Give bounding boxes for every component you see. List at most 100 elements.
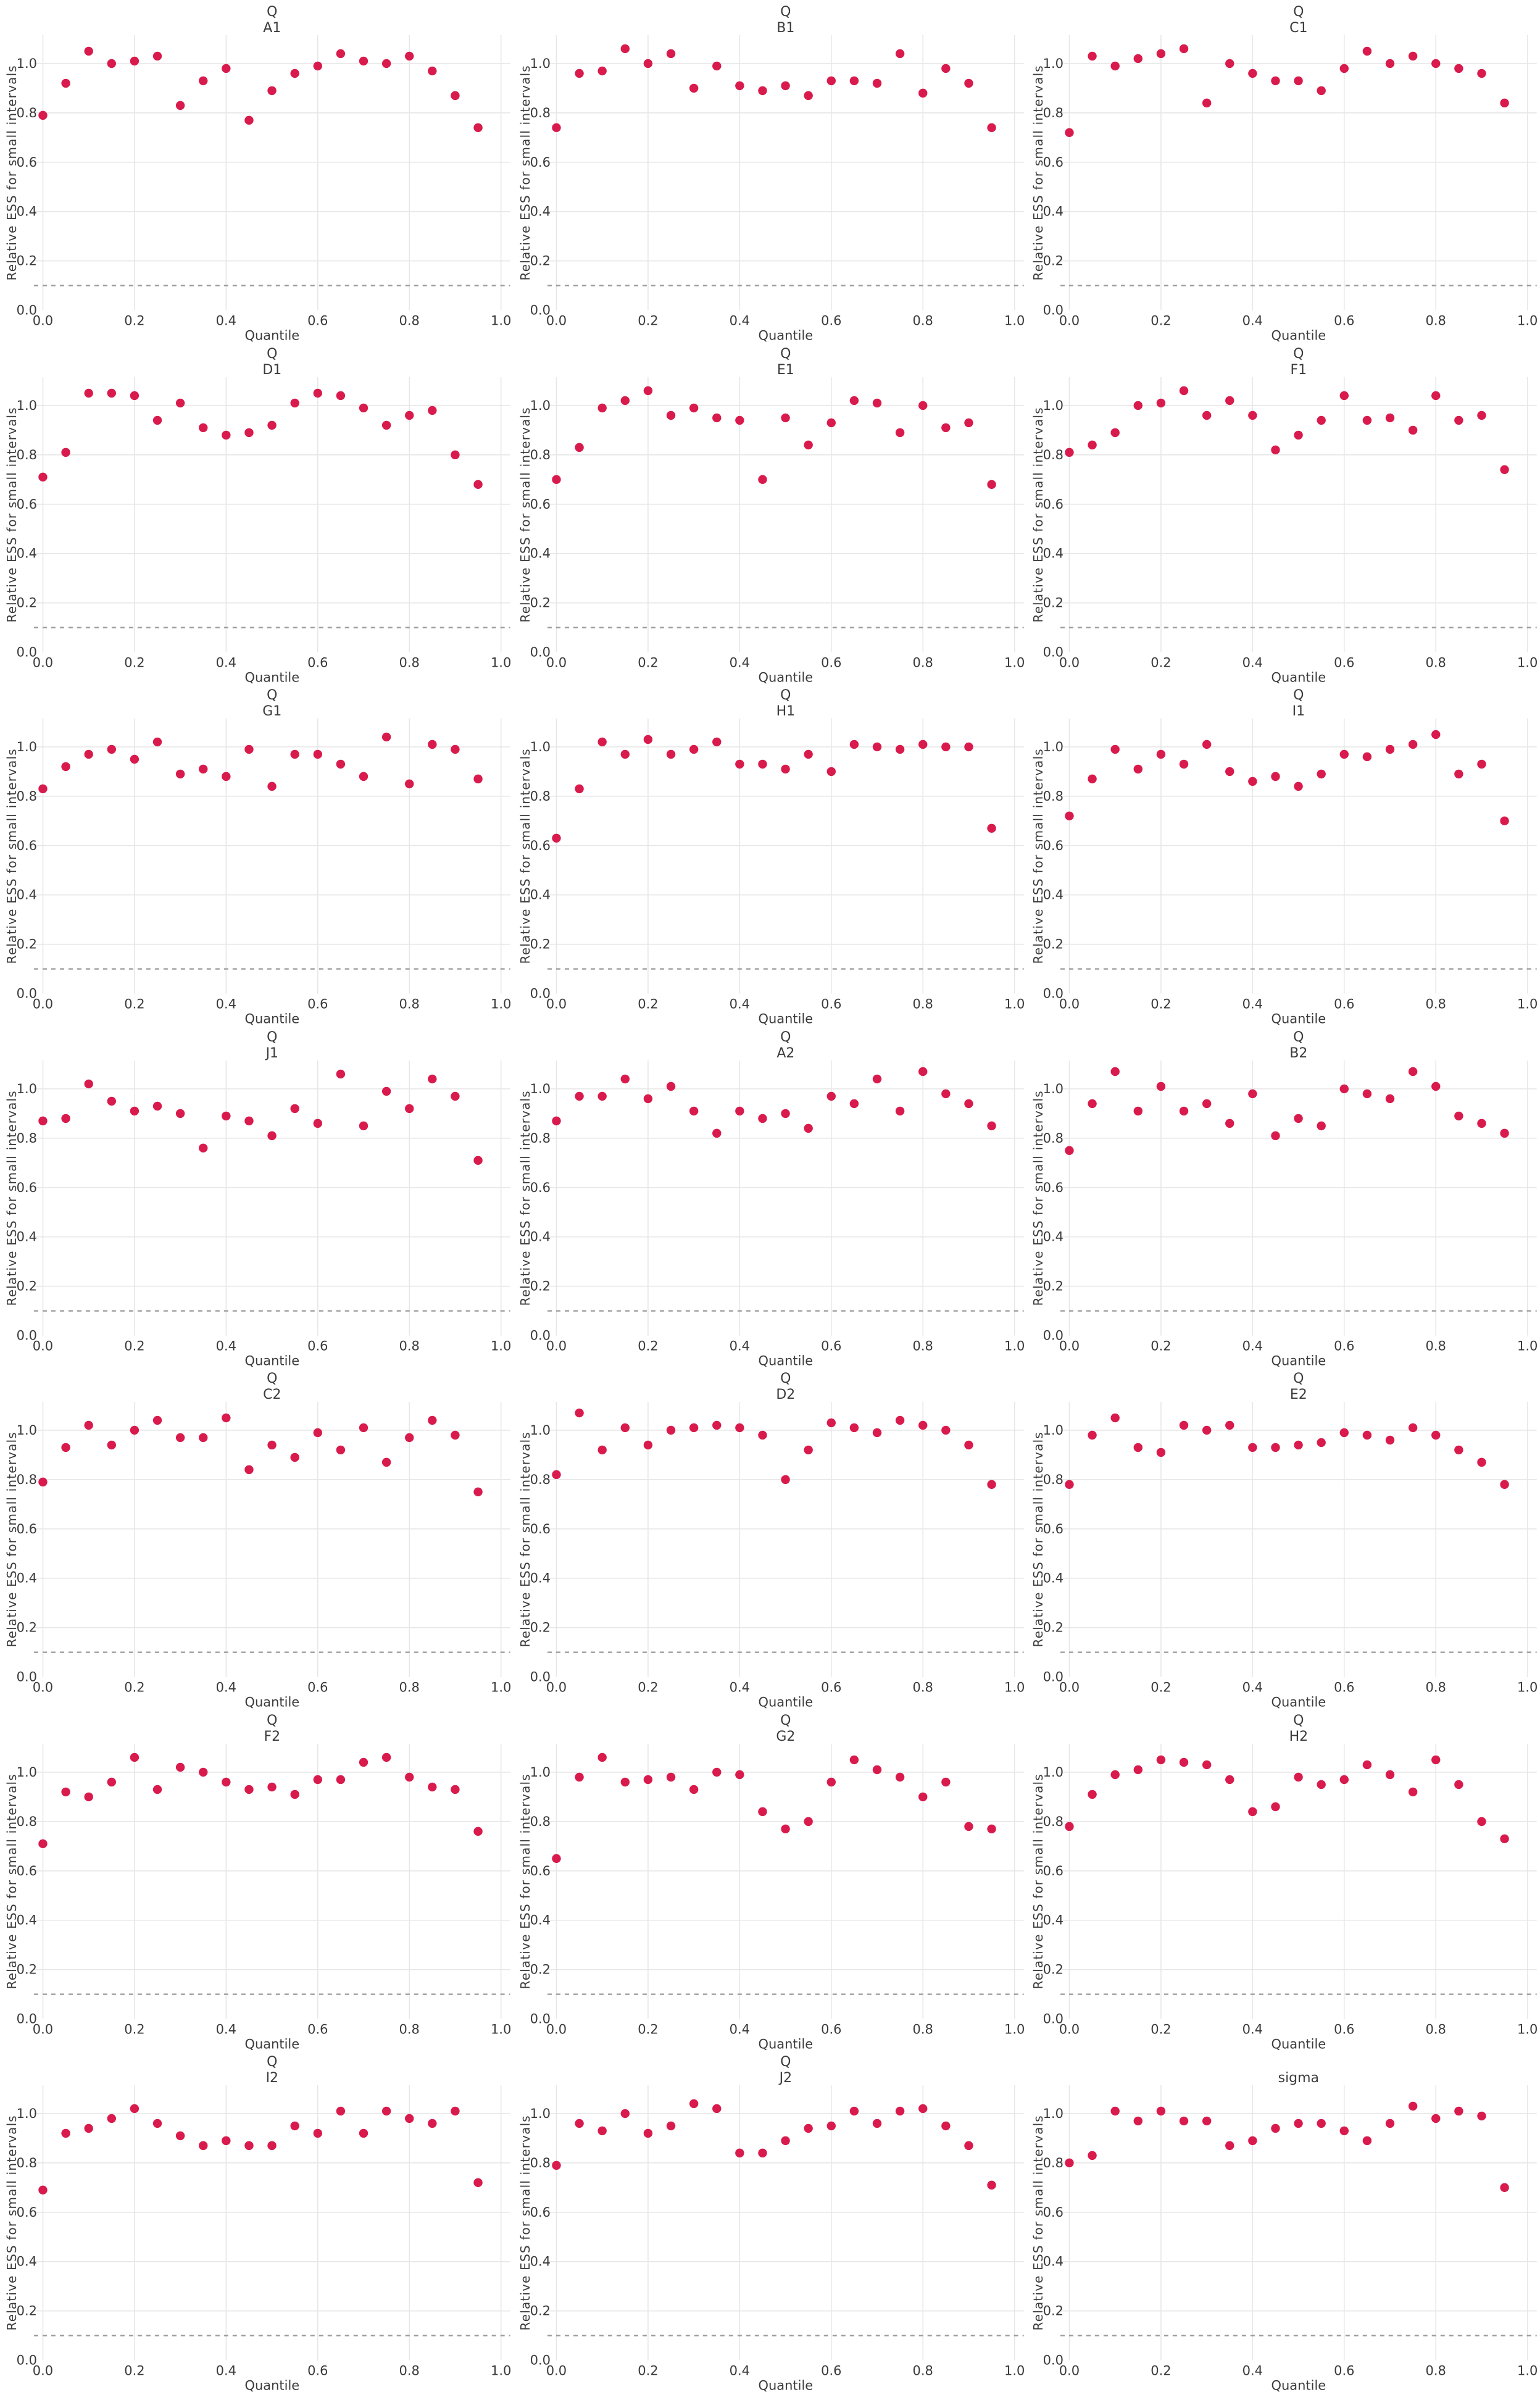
- y-tick-label: 0.4: [17, 2254, 37, 2269]
- y-tick-label: 0.2: [1043, 254, 1063, 269]
- scatter-point: [1271, 445, 1280, 454]
- scatter-point: [1477, 69, 1486, 78]
- subplot-title: J2: [778, 2070, 791, 2086]
- subplot-title: B2: [1290, 1046, 1308, 1061]
- x-tick-label: 1.0: [1004, 2022, 1025, 2036]
- scatter-point: [61, 448, 70, 457]
- y-tick-label: 0.2: [1043, 2304, 1063, 2319]
- scatter-point: [1157, 398, 1166, 407]
- scatter-point: [620, 44, 630, 54]
- scatter-point: [987, 480, 996, 489]
- scatter-point: [849, 2107, 859, 2116]
- x-tick-label: 0.0: [1059, 655, 1080, 670]
- y-tick-label: 0.2: [1043, 1278, 1063, 1293]
- scatter-point: [107, 388, 116, 398]
- x-tick-label: 0.8: [399, 314, 420, 328]
- scatter-point: [359, 2129, 368, 2138]
- scatter-point: [1339, 391, 1349, 400]
- subplot-title: H1: [776, 704, 795, 719]
- scatter-point: [1088, 51, 1097, 61]
- subplot-title-prefix: Q: [1294, 688, 1304, 703]
- scatter-point: [849, 396, 859, 405]
- scatter-point: [222, 1414, 231, 1423]
- scatter-point: [61, 1787, 70, 1796]
- subplot-G2: QG2 0.0 0.2 0.4 0.6 0.8 1.0 0.0 0.2 0.4 0.6 0.8 1.0 Q…: [518, 1713, 1025, 2051]
- scatter-point: [107, 2114, 116, 2123]
- y-tick-label: 0.6: [530, 1180, 550, 1195]
- scatter-point: [1133, 764, 1143, 774]
- x-tick-label: 0.4: [729, 1680, 749, 1695]
- scatter-point: [849, 740, 859, 749]
- scatter-point: [381, 1752, 391, 1762]
- scatter-point: [175, 769, 185, 779]
- scatter-point: [735, 1770, 744, 1779]
- y-tick-label: 1.0: [530, 1423, 550, 1438]
- scatter-point: [895, 2107, 904, 2116]
- scatter-point: [551, 2161, 561, 2170]
- y-tick-label: 0.2: [17, 1620, 37, 1635]
- subplot-title: E1: [777, 362, 794, 378]
- scatter-point: [597, 403, 607, 412]
- x-tick-label: 0.6: [821, 997, 841, 1012]
- scatter-point: [1317, 415, 1326, 425]
- scatter-point: [1386, 1770, 1395, 1779]
- y-tick-label: 1.0: [1043, 56, 1063, 71]
- scatter-point: [987, 1824, 996, 1833]
- subplot-J2: QJ2 0.0 0.2 0.4 0.6 0.8 1.0 0.0 0.2 0.4 0.6 0.8 1.0 Q…: [518, 2054, 1025, 2392]
- y-tick-label: 0.6: [17, 155, 37, 170]
- y-tick-label: 1.0: [530, 1765, 550, 1780]
- scatter-point: [597, 737, 607, 747]
- subplot-title-prefix: Q: [1294, 346, 1304, 362]
- scatter-point: [826, 1419, 836, 1428]
- subplot-C2: QC2 0.0 0.2 0.4 0.6 0.8 1.0 0.0 0.2 0.4 0.6 0.8 1.0 Q…: [4, 1371, 511, 1709]
- y-tick-label: 0.6: [1043, 2205, 1063, 2220]
- scatter-point: [359, 1121, 368, 1130]
- subplot-title: A2: [776, 1046, 794, 1061]
- x-tick-label: 0.0: [546, 997, 566, 1012]
- scatter-point: [1225, 767, 1234, 777]
- y-tick-label: 0.0: [1043, 644, 1063, 659]
- scatter-point: [381, 1086, 391, 1096]
- scatter-point: [1431, 59, 1441, 69]
- scatter-point: [1133, 1765, 1143, 1774]
- y-tick-label: 0.8: [17, 1814, 37, 1829]
- x-tick-label: 1.0: [1004, 655, 1025, 670]
- scatter-point: [244, 1116, 254, 1125]
- x-tick-label: 0.4: [1242, 2022, 1263, 2036]
- scatter-point: [1065, 128, 1074, 138]
- scatter-point: [1133, 2117, 1143, 2126]
- subplot-J1: QJ1 0.0 0.2 0.4 0.6 0.8 1.0 0.0 0.2 0.4 0.6 0.8 1.0 Q…: [4, 1030, 511, 1367]
- scatter-point: [244, 1785, 254, 1794]
- subplot-title-prefix: Q: [267, 1713, 277, 1728]
- scatter-point: [941, 1777, 951, 1786]
- scatter-point: [1500, 1480, 1510, 1490]
- scatter-point: [620, 1423, 630, 1433]
- scatter-point: [781, 1109, 790, 1118]
- scatter-point: [987, 823, 996, 833]
- x-tick-label: 0.6: [307, 1680, 328, 1695]
- scatter-point: [1477, 410, 1486, 420]
- scatter-point: [1500, 465, 1510, 474]
- x-axis-label: Quantile: [758, 2036, 813, 2050]
- scatter-point: [405, 1772, 414, 1781]
- y-tick-label: 0.8: [530, 106, 550, 120]
- subplot-title-prefix: Q: [780, 1713, 791, 1728]
- scatter-point: [712, 737, 722, 747]
- scatter-point: [964, 1099, 973, 1108]
- scatter-point: [405, 1433, 414, 1443]
- y-tick-label: 0.0: [530, 1670, 550, 1685]
- scatter-point: [987, 1480, 996, 1490]
- x-tick-label: 1.0: [1004, 1680, 1025, 1695]
- scatter-point: [964, 78, 973, 88]
- scatter-point: [1386, 1435, 1395, 1445]
- y-tick-label: 0.6: [1043, 496, 1063, 511]
- x-axis-label: Quantile: [244, 1695, 299, 1709]
- y-tick-label: 0.6: [530, 155, 550, 170]
- y-tick-label: 0.4: [530, 1913, 550, 1928]
- scatter-point: [826, 767, 836, 777]
- scatter-point: [918, 1421, 928, 1430]
- y-tick-label: 0.6: [17, 2205, 37, 2220]
- scatter-point: [781, 764, 790, 774]
- scatter-point: [175, 1109, 185, 1118]
- scatter-point: [473, 774, 483, 784]
